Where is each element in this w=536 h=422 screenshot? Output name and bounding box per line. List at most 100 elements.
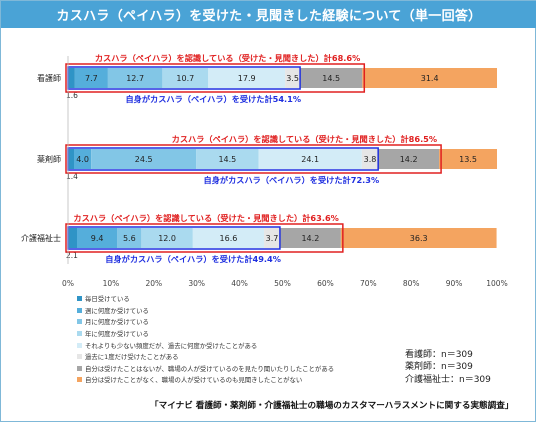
legend: 毎日受けている週に何度か受けている 月に何度か受けている 年に何度か受けているそれよ… [77,293,407,386]
legend-item: 週に何度か受けている [77,305,407,317]
chart-title: カスハラ（ペイハラ）を受けた・見聞きした経験について（単一回答） [1,1,536,28]
x-tick-label: 100% [486,279,507,288]
x-tick-label: 30% [188,279,205,288]
bar-segment [68,68,75,88]
legend-item: 自分は受けたことがなく、職場の人が受けているのも見聞きしたことがない [77,374,407,386]
data-label: 2.1 [66,251,78,260]
bar-segment [117,228,142,248]
legend-label: 自分は受けたことはないが、職場の人が受けているのを見たり聞いたりしたことがある [85,364,335,373]
bar-segment [361,149,379,169]
bar-segment [77,228,118,248]
x-tick-label: 90% [446,279,463,288]
data-label: 3.5 [286,74,299,83]
sample-sizes: 看護師：n＝309 薬剤師：n＝309 介護福祉士：n＝309 [405,349,491,386]
bar-segment [192,228,265,248]
x-tick-label: 0% [62,279,74,288]
data-label: 10.7 [176,74,194,83]
sample-size-pharmacist: 薬剤師：n＝309 [405,362,473,373]
bar-segment [141,228,193,248]
data-label: 14.5 [218,155,236,164]
recognized-box [65,63,366,93]
x-tick-label: 50% [274,279,291,288]
recognized-annotation: カスハラ（ペイハラ）を認識している（受けた・見聞きした）計86.5% [172,134,437,144]
legend-swatch [77,307,82,313]
bar-segment [279,228,341,248]
legend-item: 自分は受けたことはないが、職場の人が受けているのを見たり聞いたりしたことがある [77,363,407,375]
legend-swatch [77,377,82,383]
recognized-box [65,223,344,253]
bar-segment [196,149,259,169]
legend-label: 自分は受けたことがなく、職場の人が受けているのも見聞きしたことがない [85,376,303,385]
legend-label: 週に何度か受けている [85,306,149,315]
data-label: 14.2 [301,234,319,243]
legend-item: 過去に1度だけ受けたことがある [77,351,407,363]
data-label: 31.4 [421,74,439,83]
data-label: 17.9 [238,74,256,83]
bar-segment [340,228,497,248]
legend-item: 毎日受けている [77,293,407,305]
data-label: 24.1 [301,155,319,164]
data-label: 12.7 [126,74,144,83]
source-note: 「マイナビ 看護師・薬剤師・介護福祉士の職場のカスタマーハラスメントに関する実態… [150,401,514,411]
legend-swatch [77,342,82,348]
bar-segment [208,68,286,88]
bar-segment [74,149,92,169]
bar-segment [378,149,440,169]
bar-segment [107,68,163,88]
received-annotation: 自身がカスハラ（ペイハラ）を受けた計49.4% [105,254,281,264]
category-label: 薬剤師 [37,154,61,164]
data-label: 36.3 [410,234,428,243]
x-tick-label: 40% [231,279,248,288]
x-tick-label: 60% [317,279,334,288]
bar-segment [258,149,362,169]
legend-label: 年に何度か受けている [85,330,149,339]
data-label: 16.6 [220,234,238,243]
data-label: 3.7 [266,234,279,243]
legend-label: それよりも少ない頻度だが、過去に何度か受けたことがある [85,341,258,350]
x-tick-label: 20% [145,279,162,288]
legend-item: 月に何度か受けている [77,316,407,328]
recognized-annotation: カスハラ（ペイハラ）を認識している（受けた・見聞きした）計63.6% [73,213,338,223]
bar-segment [74,68,108,88]
legend-swatch [77,331,82,337]
data-label: 3.8 [364,155,377,164]
legend-swatch [77,296,82,302]
bar-segment [285,68,301,88]
data-label: 9.4 [91,234,104,243]
data-label: 7.7 [85,74,98,83]
received-annotation: 自身がカスハラ（ペイハラ）を受けた計72.3% [204,175,380,185]
bar-segment [162,68,209,88]
legend-label: 月に何度か受けている [85,318,149,327]
bar-segment [439,149,497,169]
legend-item: 年に何度か受けている [77,328,407,340]
x-tick-label: 70% [360,279,377,288]
category-label: 介護福祉士 [21,233,61,243]
bar-segment [300,68,363,88]
bar-segment [264,228,280,248]
data-label: 4.0 [76,155,89,164]
data-label: 14.2 [400,155,418,164]
data-label: 13.5 [459,155,477,164]
sample-size-nurse: 看護師：n＝309 [405,350,473,360]
legend-swatch [77,319,82,325]
x-tick-label: 10% [103,279,120,288]
bar-segment [68,228,78,248]
data-label: 1.6 [66,91,78,100]
x-tick-label: 80% [403,279,420,288]
sample-size-careworker: 介護福祉士：n＝309 [405,374,491,385]
legend-label: 過去に1度だけ受けたことがある [85,353,179,362]
data-label: 5.6 [123,234,136,243]
data-label: 1.4 [66,172,78,181]
data-label: 12.0 [158,234,176,243]
legend-label: 毎日受けている [85,295,130,304]
bar-segment [91,149,197,169]
bar-segment [68,149,75,169]
recognized-annotation: カスハラ（ペイハラ）を認識している（受けた・見聞きした）計68.6% [95,53,360,63]
category-label: 看護師 [37,73,61,83]
legend-swatch [77,365,82,371]
data-label: 24.5 [135,155,153,164]
recognized-box [65,144,442,174]
legend-item: それよりも少ない頻度だが、過去に何度か受けたことがある [77,339,407,351]
